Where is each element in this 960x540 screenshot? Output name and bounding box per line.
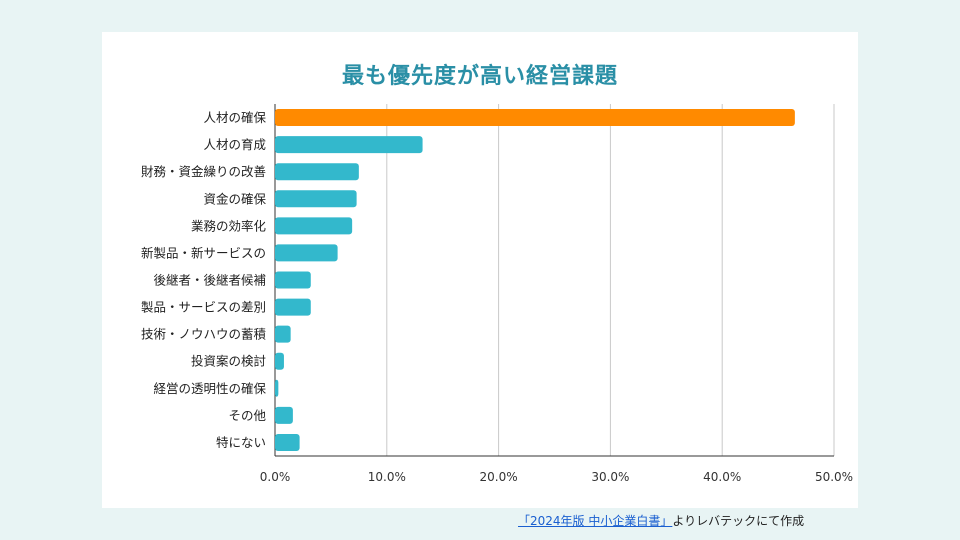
bar	[275, 379, 279, 397]
category-label: 特にない	[216, 435, 266, 450]
x-tick-label: 20.0%	[480, 470, 518, 484]
bar	[275, 271, 311, 289]
category-label: 製品・サービスの差別	[141, 300, 266, 315]
category-label: 人材の育成	[203, 137, 266, 152]
bar	[275, 163, 359, 181]
category-label: 技術・ノウハウの蓄積	[141, 327, 267, 342]
source-link[interactable]: 「2024年版 中小企業白書」	[518, 514, 673, 528]
category-label: 後継者・後継者候補	[153, 273, 266, 288]
category-label: 投資案の検討	[191, 354, 266, 369]
category-label: 業務の効率化	[191, 218, 267, 233]
source-suffix: よりレバテックにて作成	[672, 514, 805, 528]
bar	[275, 406, 293, 424]
bar	[275, 298, 311, 316]
x-tick-label: 0.0%	[260, 470, 291, 484]
category-label: 新製品・新サービスの	[141, 245, 266, 260]
chart-title: 最も優先度が高い経営課題	[341, 64, 618, 89]
x-tick-label: 10.0%	[368, 470, 406, 484]
bar	[275, 136, 423, 154]
x-tick-label: 40.0%	[703, 470, 741, 484]
bar	[275, 190, 357, 208]
bar	[275, 352, 284, 370]
category-label: 人材の確保	[203, 110, 266, 125]
category-label: 経営の透明性の確保	[153, 381, 266, 396]
x-tick-label: 50.0%	[815, 470, 853, 484]
bar	[275, 325, 291, 343]
category-label: 資金の確保	[203, 191, 266, 206]
bar	[275, 217, 353, 235]
source-note: 「2024年版 中小企業白書」よりレバテックにて作成	[518, 512, 804, 529]
bar	[275, 244, 338, 262]
x-tick-label: 30.0%	[591, 470, 629, 484]
category-label: その他	[228, 408, 266, 423]
bar	[275, 433, 300, 451]
bar	[275, 109, 795, 127]
category-label: 財務・資金繰りの改善	[141, 164, 266, 179]
